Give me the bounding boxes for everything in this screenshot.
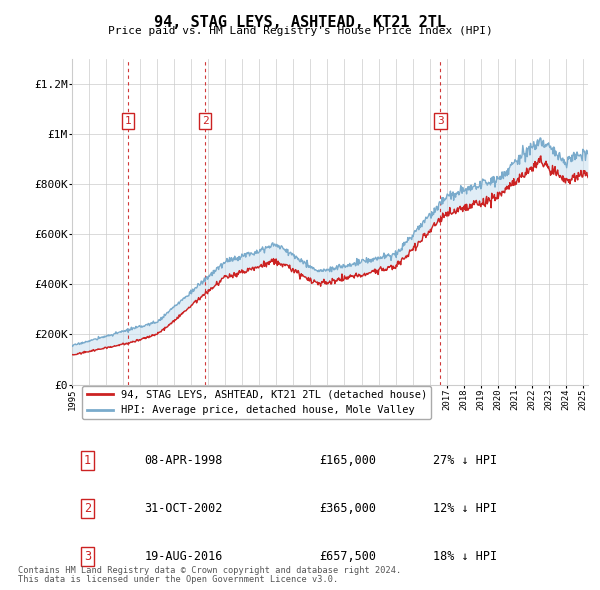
Text: 3: 3 <box>437 116 444 126</box>
Text: 2: 2 <box>202 116 209 126</box>
Text: 2: 2 <box>84 502 91 515</box>
Text: 27% ↓ HPI: 27% ↓ HPI <box>433 454 497 467</box>
Text: 12% ↓ HPI: 12% ↓ HPI <box>433 502 497 515</box>
Text: Contains HM Land Registry data © Crown copyright and database right 2024.: Contains HM Land Registry data © Crown c… <box>18 566 401 575</box>
Text: £165,000: £165,000 <box>320 454 377 467</box>
Text: 94, STAG LEYS, ASHTEAD, KT21 2TL: 94, STAG LEYS, ASHTEAD, KT21 2TL <box>154 15 446 30</box>
Text: £657,500: £657,500 <box>320 550 377 563</box>
Text: £365,000: £365,000 <box>320 502 377 515</box>
Text: 1: 1 <box>84 454 91 467</box>
Text: 18% ↓ HPI: 18% ↓ HPI <box>433 550 497 563</box>
Text: 08-APR-1998: 08-APR-1998 <box>144 454 223 467</box>
Text: 31-OCT-2002: 31-OCT-2002 <box>144 502 223 515</box>
Text: 3: 3 <box>84 550 91 563</box>
Text: 1: 1 <box>124 116 131 126</box>
Text: 19-AUG-2016: 19-AUG-2016 <box>144 550 223 563</box>
Text: Price paid vs. HM Land Registry's House Price Index (HPI): Price paid vs. HM Land Registry's House … <box>107 26 493 36</box>
Legend: 94, STAG LEYS, ASHTEAD, KT21 2TL (detached house), HPI: Average price, detached : 94, STAG LEYS, ASHTEAD, KT21 2TL (detach… <box>82 386 431 419</box>
Text: This data is licensed under the Open Government Licence v3.0.: This data is licensed under the Open Gov… <box>18 575 338 584</box>
